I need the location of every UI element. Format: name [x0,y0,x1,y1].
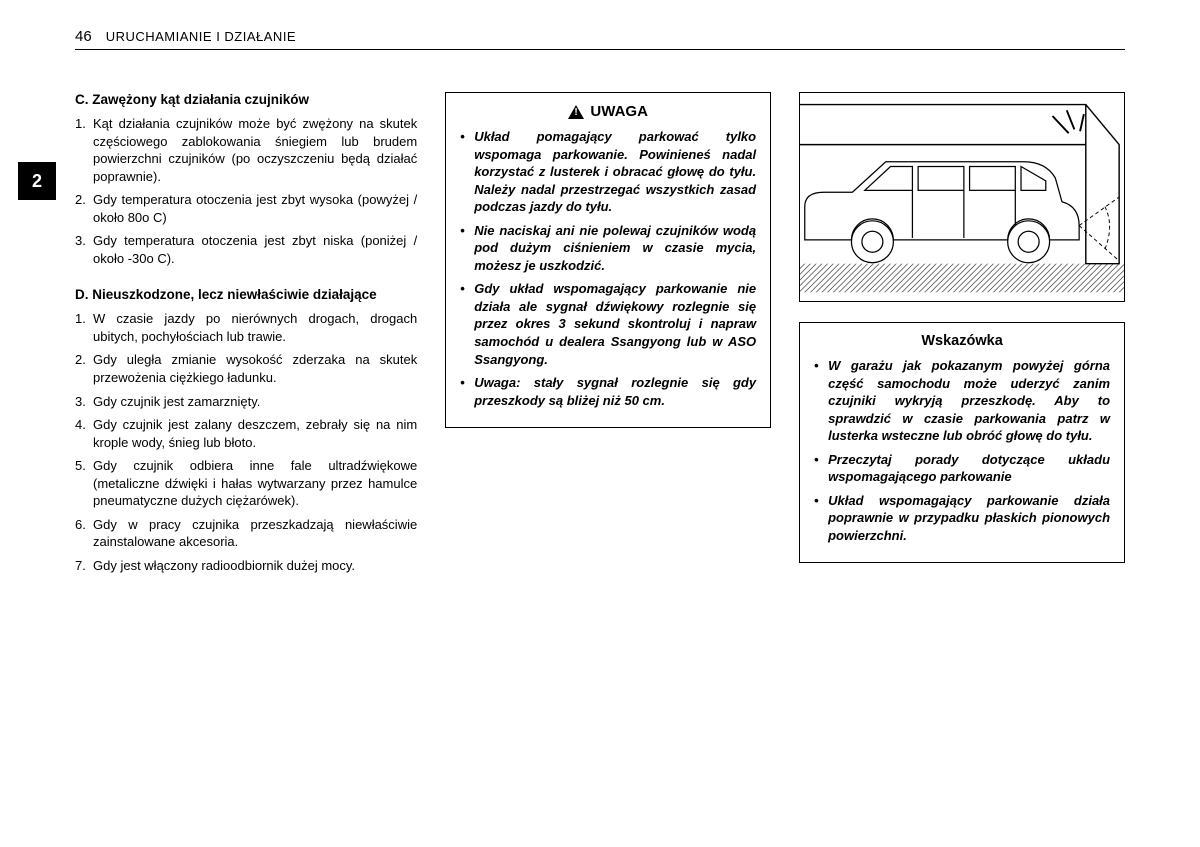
page-header: 46 URUCHAMIANIE I DZIAŁANIE [75,28,1125,50]
list-item: W garażu jak pokazanym powyżej górna czę… [814,357,1110,445]
caution-title: UWAGA [590,103,648,120]
list-item: Przeczytaj porady dotyczące układu wspom… [814,451,1110,486]
warning-icon [568,105,584,119]
list-item: Gdy czujnik jest zalany deszczem, zebrał… [75,416,417,451]
content-columns: C. Zawężony kąt działania czujników Kąt … [75,92,1125,580]
hint-title: Wskazówka [814,333,1110,349]
list-item: Gdy jest włączony radioodbiornik dużej m… [75,557,417,575]
column-2: UWAGA Układ pomagający parkować tylko ws… [445,92,771,580]
list-item: Uwaga: stały sygnał rozlegnie się gdy pr… [460,374,756,409]
caution-title-row: UWAGA [460,103,756,120]
section-title: URUCHAMIANIE I DZIAŁANIE [106,29,296,44]
list-item: Gdy czujnik odbiera inne fale ultradźwię… [75,457,417,510]
list-item: Gdy uległa zmianie wysokość zderzaka na … [75,351,417,386]
car-garage-illustration [799,92,1125,302]
list-item: Kąt działania czujników może być zwężony… [75,115,417,185]
list-item: Nie naciskaj ani nie polewaj czujników w… [460,222,756,275]
chapter-tab: 2 [18,162,56,200]
page-number: 46 [75,28,92,45]
caution-box: UWAGA Układ pomagający parkować tylko ws… [445,92,771,428]
list-item: Gdy czujnik jest zamarznięty. [75,393,417,411]
caution-list: Układ pomagający parkować tylko wspomaga… [460,128,756,409]
list-d: W czasie jazdy po nierównych drogach, dr… [75,310,417,574]
list-item: W czasie jazdy po nierównych drogach, dr… [75,310,417,345]
list-item: Układ pomagający parkować tylko wspomaga… [460,128,756,216]
heading-c: C. Zawężony kąt działania czujników [75,92,417,107]
list-item: Układ wspomagający parkowanie działa pop… [814,492,1110,545]
hint-list: W garażu jak pokazanym powyżej górna czę… [814,357,1110,544]
hint-box: Wskazówka W garażu jak pokazanym powyżej… [799,322,1125,563]
list-item: Gdy układ wspomagający parkowanie nie dz… [460,280,756,368]
list-item: Gdy w pracy czujnika przeszkadzają niewł… [75,516,417,551]
list-item: Gdy temperatura otoczenia jest zbyt nisk… [75,232,417,267]
list-c: Kąt działania czujników może być zwężony… [75,115,417,267]
column-1: C. Zawężony kąt działania czujników Kąt … [75,92,417,580]
column-3: Wskazówka W garażu jak pokazanym powyżej… [799,92,1125,580]
list-item: Gdy temperatura otoczenia jest zbyt wyso… [75,191,417,226]
heading-d: D. Nieuszkodzone, lecz niewłaściwie dzia… [75,287,417,302]
